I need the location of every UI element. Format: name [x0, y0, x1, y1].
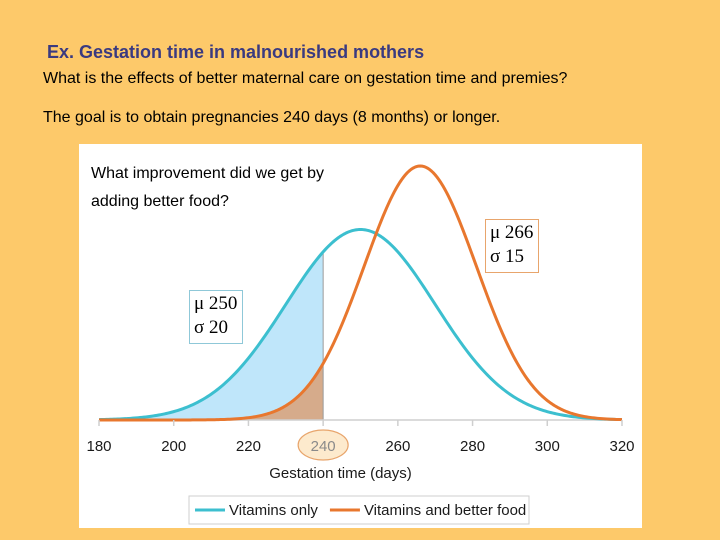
vitamins-stats-box: μ 250 σ 20 — [189, 290, 244, 344]
shaded-area-vitamins-and-better-food — [99, 363, 324, 420]
vitamins-sd-label: σ 20 — [194, 317, 228, 338]
x-tick-label-200: 200 — [161, 438, 186, 455]
legend-label-vitamins-only: Vitamins only — [229, 502, 318, 519]
vitamins-mean-label: μ 250 — [194, 293, 238, 314]
food-sd-label: σ 15 — [490, 246, 524, 267]
x-tick-label-320: 320 — [609, 438, 634, 455]
x-tick-label-240: 240 — [311, 438, 336, 455]
food-stats-box: μ 266 σ 15 — [485, 219, 540, 273]
x-tick-label-280: 280 — [460, 438, 485, 455]
chart-panel: 180 200 220 240 260 280 300 320 Gestation time (… — [79, 144, 642, 528]
question-line-effects: What is the effects of better maternal c… — [43, 70, 568, 87]
panel-question: What improvement did we get by adding be… — [91, 165, 324, 210]
x-tick-label-180: 180 — [86, 438, 111, 455]
food-mean-label: μ 266 — [490, 222, 534, 243]
shaded-area-vitamins-only — [99, 251, 324, 420]
x-tick-label-220: 220 — [236, 438, 261, 455]
x-tick-label-260: 260 — [385, 438, 410, 455]
x-axis-title: Gestation time (days) — [269, 465, 412, 482]
x-tick-label-300: 300 — [535, 438, 560, 455]
legend-label-vitamins-and-better-food: Vitamins and better food — [364, 502, 526, 519]
curve-vitamins-and-better-food — [99, 164, 623, 422]
slide-title: Ex. Gestation time in malnourished mothe… — [47, 42, 425, 62]
gestation-chart: 180 200 220 240 260 280 300 320 Gestation time (… — [86, 164, 635, 525]
highlight-tick-circle — [297, 429, 349, 461]
curve-vitamins-only — [98, 228, 623, 422]
goal-line: The goal is to obtain pregnancies 240 da… — [43, 109, 501, 126]
